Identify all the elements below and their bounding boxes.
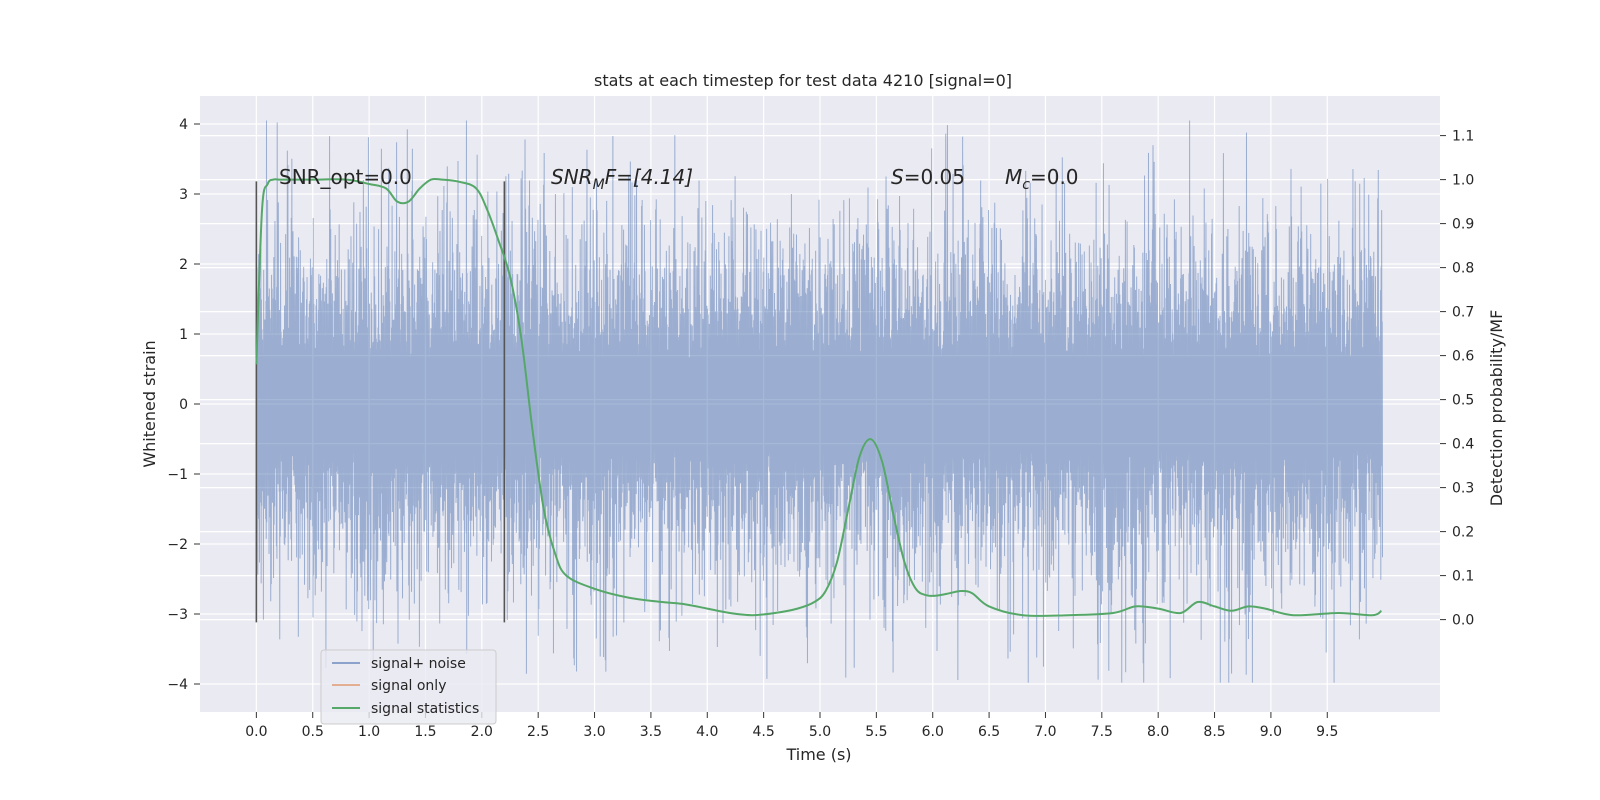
x-tick-label: 2.0 (471, 724, 493, 740)
y-tick-label: −2 (167, 537, 188, 553)
y-tick-label: 2 (179, 257, 188, 273)
right-axis-ticks: 1.1 1.0 0.9 0.8 0.7 0.6 0.5 0.4 0.3 0.2 0.1 0.0 (1440, 129, 1474, 629)
right-tick-label: 0.6 (1452, 349, 1474, 365)
x-tick-label: 0.5 (302, 724, 324, 740)
x-tick-label: 7.5 (1091, 724, 1113, 740)
y-tick-label: 0 (179, 397, 188, 413)
legend-frame (320, 649, 497, 725)
y-tick-label: 3 (179, 187, 188, 203)
y-axis-label: Whitened strain (140, 340, 159, 467)
x-tick-label: 5.5 (865, 724, 887, 740)
right-tick-label: 0.8 (1452, 261, 1474, 277)
right-tick-label: 0.7 (1452, 305, 1474, 321)
annotation-snr-mf: SNRMF=[4.14] (551, 165, 693, 193)
legend-label-signal-noise: signal+ noise (371, 656, 466, 672)
legend-label-signal-only: signal only (371, 678, 446, 694)
x-tick-label: 8.5 (1203, 724, 1225, 740)
annotation-mc: Mc=0.0 (1005, 165, 1079, 193)
right-tick-label: 1.1 (1452, 129, 1474, 145)
right-tick-label: 0.2 (1452, 525, 1474, 541)
x-tick-label: 4.0 (696, 724, 718, 740)
x-tick-label: 3.5 (640, 724, 662, 740)
y-axis-ticks: 4 3 2 1 0 −1 −2 −3 −4 (167, 117, 200, 693)
x-tick-label: 5.0 (809, 724, 831, 740)
right-axis-label: Detection probability/MF (1487, 310, 1506, 507)
y-tick-label: 1 (179, 327, 188, 343)
x-axis-label: Time (s) (785, 745, 851, 764)
signal-noise-series (255, 120, 1384, 683)
x-tick-label: 7.0 (1034, 724, 1056, 740)
x-tick-label: 3.0 (583, 724, 605, 740)
x-tick-label: 0.0 (245, 724, 267, 740)
y-tick-label: −4 (167, 677, 188, 693)
right-tick-label: 1.0 (1452, 173, 1474, 189)
x-tick-label: 6.0 (922, 724, 944, 740)
x-tick-label: 9.0 (1260, 724, 1282, 740)
signal-noise-line (255, 120, 1384, 683)
x-tick-label: 6.5 (978, 724, 1000, 740)
x-axis-ticks: 0.0 0.5 1.0 1.5 2.0 2.5 3.0 3.5 4.0 4.5 5.0 5.5 6.0 6… (245, 712, 1338, 740)
right-tick-label: 0.3 (1452, 481, 1474, 497)
right-tick-label: 0.4 (1452, 437, 1474, 453)
x-tick-label: 9.5 (1316, 724, 1338, 740)
y-tick-label: 4 (179, 117, 188, 133)
annotation-snr-opt: SNR_opt=0.0 (279, 165, 412, 189)
y-tick-label: −3 (167, 607, 188, 623)
x-tick-label: 4.5 (753, 724, 775, 740)
x-tick-label: 1.0 (358, 724, 380, 740)
legend-label-signal-statistics: signal statistics (371, 701, 479, 717)
y-tick-label: −1 (167, 467, 188, 483)
right-tick-label: 0.1 (1452, 569, 1474, 585)
right-tick-label: 0.5 (1452, 393, 1474, 409)
x-tick-label: 2.5 (527, 724, 549, 740)
right-tick-label: 0.9 (1452, 217, 1474, 233)
signal-statistics-line (255, 177, 1382, 617)
annotation-s: S=0.05 (891, 165, 965, 189)
x-tick-label: 8.0 (1147, 724, 1169, 740)
chart-title: stats at each timestep for test data 421… (594, 71, 1012, 90)
right-tick-label: 0.0 (1452, 613, 1474, 629)
legend: signal+ noise signal only signal statist… (320, 649, 497, 725)
x-tick-label: 1.5 (414, 724, 436, 740)
